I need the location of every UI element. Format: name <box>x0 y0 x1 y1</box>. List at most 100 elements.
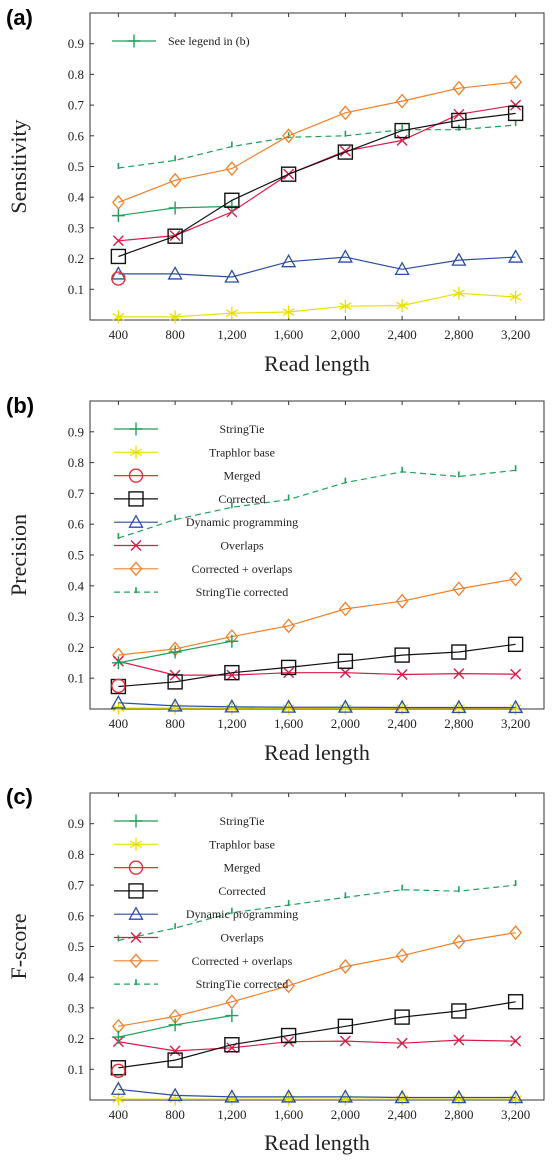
series-merged <box>111 678 126 694</box>
legend: StringTie Traphlor base Merged Corrected Dyn… <box>114 814 298 991</box>
legend-label: Overlaps <box>220 931 264 945</box>
x-tick-label: 3,200 <box>501 327 530 342</box>
x-axis-title: Read length <box>264 740 370 765</box>
data-point <box>112 310 125 324</box>
panel-letter: (b) <box>6 393 34 418</box>
data-point <box>451 1003 467 1019</box>
legend-label: StringTie <box>220 422 265 436</box>
y-tick-label: 0.9 <box>68 816 84 831</box>
legend-label: Merged <box>223 469 260 483</box>
x-tick-label: 400 <box>109 1107 129 1122</box>
legend-marker <box>130 837 142 851</box>
data-point <box>225 161 239 177</box>
data-point <box>112 235 124 247</box>
x-tick-label: 1,200 <box>217 327 246 342</box>
series-line <box>118 884 516 941</box>
data-point <box>394 261 410 275</box>
data-point <box>510 668 522 680</box>
y-tick-label: 0.7 <box>68 98 85 113</box>
data-point <box>111 209 125 223</box>
series-line <box>118 104 516 242</box>
data-point <box>337 249 353 263</box>
legend-label: Traphlor base <box>209 837 275 851</box>
x-tick-label: 400 <box>109 327 129 342</box>
data-point <box>509 925 522 941</box>
data-point <box>280 1027 297 1044</box>
data-point <box>339 958 352 974</box>
data-point <box>224 192 240 208</box>
data-point <box>225 306 238 320</box>
x-tick-label: 3,200 <box>501 716 530 731</box>
data-point <box>451 644 467 660</box>
data-point <box>281 699 297 713</box>
data-point <box>167 698 183 712</box>
y-tick-label: 0.6 <box>68 517 85 532</box>
series-st-corrected <box>117 465 517 540</box>
chart-panel-c: (c) 0.1 0.2 0.3 0.4 0.5 0.6 0.7 0.8 0.9 400 800 1,20… <box>6 784 545 1155</box>
series-line <box>118 256 516 278</box>
data-point <box>508 699 524 714</box>
data-point <box>453 1034 465 1046</box>
y-tick-label: 0.4 <box>68 190 85 205</box>
legend-marker <box>129 814 143 828</box>
series-traphlor <box>112 1092 522 1106</box>
data-point <box>167 1052 183 1068</box>
legend-marker <box>128 883 144 899</box>
data-point <box>507 636 524 653</box>
data-point <box>226 669 238 681</box>
x-tick-label: 2,400 <box>388 1107 417 1122</box>
data-point <box>452 581 466 597</box>
data-point <box>508 249 524 263</box>
legend-label: StringTie corrected <box>196 585 289 599</box>
series-stringtie <box>111 634 239 670</box>
data-point <box>339 667 351 679</box>
data-point <box>283 1036 295 1048</box>
y-tick-label: 0.1 <box>68 282 84 297</box>
panel-letter: (a) <box>6 5 33 30</box>
legend-label: Corrected <box>218 884 265 898</box>
data-point <box>507 105 524 122</box>
series-line <box>118 469 516 539</box>
y-tick-label: 0.7 <box>68 486 85 501</box>
legend-marker <box>128 468 144 483</box>
x-tick-label: 1,600 <box>274 1107 303 1122</box>
data-point <box>396 669 408 680</box>
y-tick-label: 0.1 <box>68 1062 84 1077</box>
series-line <box>118 578 516 656</box>
series-line <box>118 1088 516 1099</box>
data-point <box>337 699 353 713</box>
legend-marker <box>128 514 144 528</box>
x-tick-label: 2,400 <box>388 327 417 342</box>
series-corrected <box>110 105 524 265</box>
data-point <box>339 145 351 157</box>
data-point <box>452 286 465 300</box>
x-tick-label: 2,400 <box>388 716 417 731</box>
data-point <box>168 172 182 188</box>
legend-label: Merged <box>223 861 260 875</box>
data-point <box>451 252 467 266</box>
x-tick-label: 3,200 <box>501 1107 530 1122</box>
y-tick-label: 0.5 <box>68 939 84 954</box>
data-point <box>451 112 467 129</box>
y-tick-label: 0.8 <box>68 455 84 470</box>
series-line <box>118 1001 516 1069</box>
panel-letter: (c) <box>6 784 33 809</box>
data-point <box>452 934 466 950</box>
legend-marker <box>129 561 143 577</box>
data-point <box>396 1037 408 1049</box>
y-tick-label: 0.2 <box>68 1031 84 1046</box>
data-point <box>225 199 239 213</box>
series-dynamic <box>110 249 524 283</box>
data-point <box>110 1060 127 1076</box>
y-tick-label: 0.7 <box>68 878 85 893</box>
series-line <box>118 124 516 169</box>
series-traphlor <box>112 286 522 324</box>
data-point <box>111 656 125 670</box>
data-point <box>394 1009 410 1025</box>
data-point <box>168 1018 182 1032</box>
data-point <box>281 253 297 268</box>
series-line <box>118 1039 516 1052</box>
data-point <box>510 1035 522 1047</box>
data-point <box>395 93 409 109</box>
